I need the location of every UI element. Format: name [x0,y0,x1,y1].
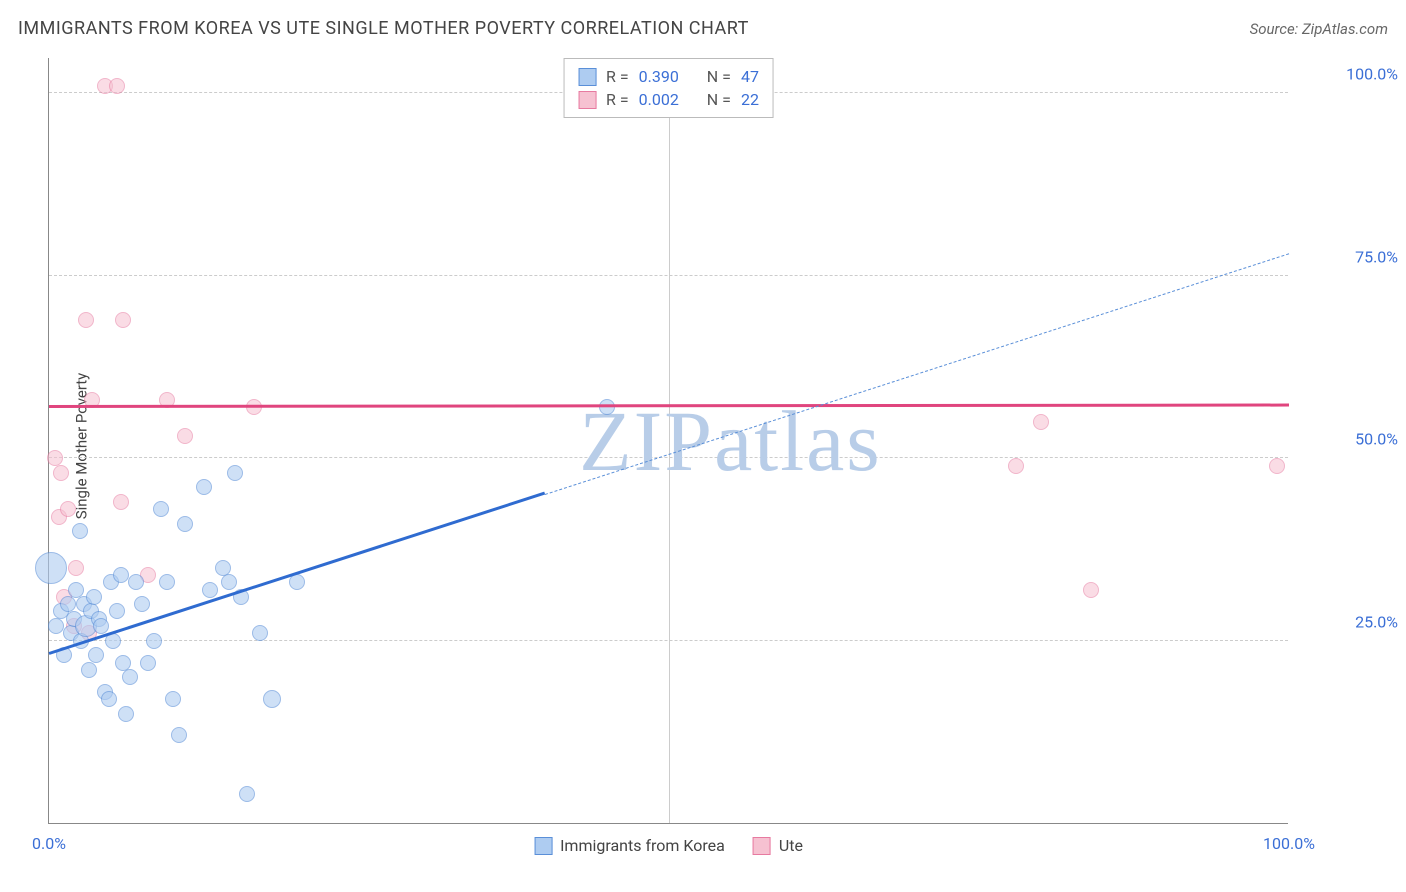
y-tick-label: 100.0% [1298,65,1398,84]
data-point [115,312,131,328]
data-point [146,633,162,649]
data-point [1269,458,1285,474]
legend-label: Immigrants from Korea [560,836,725,855]
r-value: 0.390 [639,67,679,86]
y-tick-label: 50.0% [1298,430,1398,449]
data-point [115,655,131,671]
legend-row: R = 0.002 N = 22 [578,88,759,111]
data-point [159,574,175,590]
data-point [86,589,102,605]
y-tick-label: 75.0% [1298,247,1398,266]
n-label: N = [707,67,731,86]
legend-item: Ute [753,836,803,855]
chart-title: IMMIGRANTS FROM KOREA VS UTE SINGLE MOTH… [18,18,749,39]
data-point [165,691,181,707]
data-point [252,625,268,641]
data-point [153,501,169,517]
data-point [68,582,84,598]
legend-label: Ute [779,836,803,855]
legend-swatch [534,837,552,855]
data-point [171,727,187,743]
data-point [109,78,125,94]
n-value: 47 [741,67,759,86]
trend-line [49,403,1289,407]
data-point [118,706,134,722]
gridline-vertical [669,58,670,823]
correlation-legend: R = 0.390 N = 47 R = 0.002 N = 22 [563,58,774,118]
data-point [113,494,129,510]
data-point [1008,458,1024,474]
data-point [239,786,255,802]
data-point [1083,582,1099,598]
data-point [140,655,156,671]
r-label: R = [606,67,629,86]
data-point [72,523,88,539]
data-point [177,516,193,532]
data-point [177,428,193,444]
data-point [289,574,305,590]
legend-item: Immigrants from Korea [534,836,725,855]
data-point [47,450,63,466]
data-point [88,647,104,663]
legend-swatch [578,91,596,109]
data-point [263,690,281,708]
n-label: N = [707,90,731,109]
data-point [78,312,94,328]
legend-row: R = 0.390 N = 47 [578,65,759,88]
data-point [53,465,69,481]
source-attribution: Source: ZipAtlas.com [1250,20,1388,38]
x-tick-label: 0.0% [32,834,66,853]
r-value: 0.002 [639,90,679,109]
data-point [113,567,129,583]
data-point [35,552,67,584]
data-point [48,618,64,634]
x-tick-label: 100.0% [1263,834,1315,853]
data-point [202,582,218,598]
data-point [81,662,97,678]
trend-line [545,253,1289,495]
data-point [109,603,125,619]
data-point [68,560,84,576]
y-tick-label: 25.0% [1298,612,1398,631]
data-point [93,618,109,634]
n-value: 22 [741,90,759,109]
data-point [196,479,212,495]
data-point [1033,414,1049,430]
legend-swatch [578,68,596,86]
legend-swatch [753,837,771,855]
series-legend: Immigrants from Korea Ute [534,836,803,855]
scatter-plot: ZIPatlas R =0.390 N =47R =0.002 N =22 Im… [48,58,1288,824]
data-point [134,596,150,612]
data-point [60,501,76,517]
data-point [221,574,237,590]
data-point [128,574,144,590]
data-point [215,560,231,576]
r-label: R = [606,90,629,109]
data-point [227,465,243,481]
data-point [122,669,138,685]
data-point [101,691,117,707]
